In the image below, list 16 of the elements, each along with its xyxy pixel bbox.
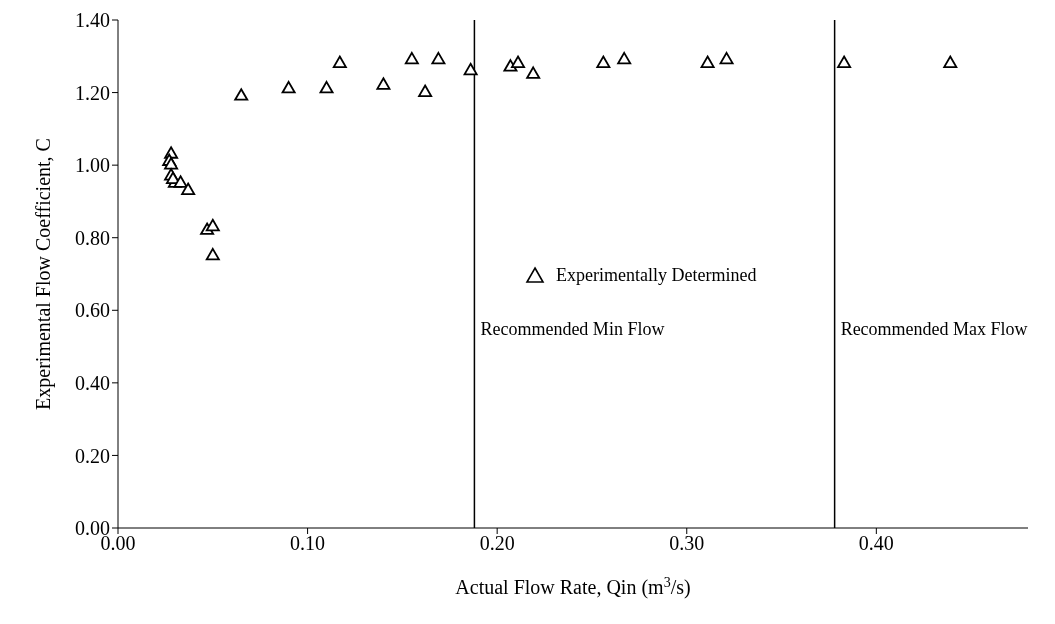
y-tick-label: 1.00 bbox=[75, 154, 110, 177]
x-tick-label: 0.20 bbox=[479, 532, 515, 555]
y-tick-label: 0.80 bbox=[75, 226, 110, 249]
y-tick-label: 0.40 bbox=[75, 371, 110, 394]
x-tick-label: 0.40 bbox=[858, 532, 894, 555]
y-tick-label: 0.60 bbox=[75, 299, 110, 322]
x-tick-label: 0.30 bbox=[669, 532, 705, 555]
x-tick-label: 0.10 bbox=[290, 532, 326, 555]
ref-line-label: Recommended Max Flow bbox=[840, 318, 1028, 339]
y-tick-label: 1.40 bbox=[75, 9, 110, 32]
legend-label: Experimentally Determined bbox=[556, 264, 757, 286]
y-tick-label: 1.20 bbox=[75, 81, 110, 104]
y-axis-title: Experimental Flow Coefficient, C bbox=[32, 138, 56, 410]
x-axis-title: Actual Flow Rate, Qin (m$^{3}$/s) bbox=[455, 574, 691, 599]
ref-line-label: Recommended Min Flow bbox=[480, 318, 665, 339]
y-tick-label: 0.20 bbox=[75, 444, 110, 467]
